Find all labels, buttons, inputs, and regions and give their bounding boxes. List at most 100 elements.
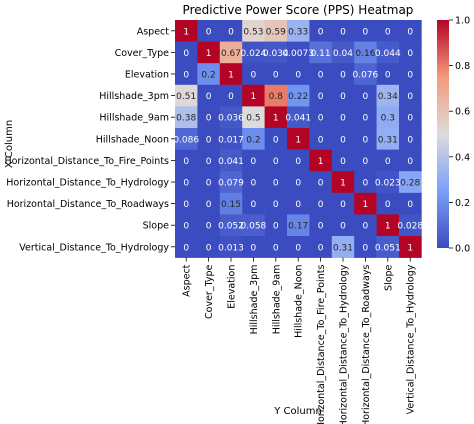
cell-value-label: 0.079 [218,179,244,189]
heatmap-cell [399,128,422,150]
colorbar-tick-label: 0.0 [455,244,470,255]
heatmap-cell [242,171,265,194]
cell-value-label: 0 [183,200,189,210]
heatmap-cell [354,171,377,194]
cell-value-label: 1 [183,27,189,37]
cell-value-label: 0 [363,157,369,167]
cell-value-label: 0.013 [218,243,244,253]
heatmap-cell [399,20,422,42]
heatmap-cell [197,214,221,237]
cell-value-label: 0 [407,92,413,102]
heatmap-cell [331,192,355,215]
cell-value-label: 0.51 [176,92,196,102]
heatmap-cell [309,192,333,215]
heatmap-cell [354,236,377,258]
heatmap-cell [242,192,265,215]
heatmap-cell [376,106,400,129]
heatmap-cell [376,149,400,172]
cell-value-label: 0 [183,71,189,81]
cell-value-label: 0 [228,92,234,102]
cell-value-label: 0 [363,222,369,232]
cell-value-label: 0 [251,179,257,189]
cell-value-label: 0.28 [400,179,420,189]
cell-value-label: 0.04 [333,49,353,59]
heatmap-cell [219,214,243,237]
heatmap-cell [287,106,310,129]
cell-value-label: 0 [318,114,324,124]
cell-value-label: 0.67 [221,49,241,59]
heatmap-cell [309,171,333,194]
cell-value-label: 0.16 [355,49,375,59]
cell-value-label: 0 [206,179,212,189]
cell-value-label: 0 [318,179,324,189]
cell-value-label: 0 [273,135,279,145]
y-tick-label: Vertical_Distance_To_Hydrology [19,242,169,253]
x-tick-label: Slope [383,264,394,291]
cell-value-label: 0 [251,200,257,210]
heatmap-cell [309,149,333,172]
cell-value-label: 0 [407,157,413,167]
heatmap-cell [264,236,288,258]
cell-value-label: 0.0073 [282,49,314,59]
cell-value-label: 0 [340,71,346,81]
heatmap-cell [309,41,333,64]
heatmap-cell [219,106,243,129]
heatmap-cell [197,192,221,215]
heatmap-cell [399,84,422,107]
cell-value-label: 0.38 [176,114,196,124]
x-tick-label: Hillshade_9am [271,265,282,335]
colorbar-tick-label: 0.4 [455,152,470,163]
heatmap-cell [287,192,310,215]
heatmap-cell [331,171,355,194]
x-axis-label: Y Column [273,406,322,417]
y-tick-label: Cover_Type [115,48,170,59]
cell-value-label: 1 [385,222,391,232]
cell-value-label: 0 [206,135,212,145]
heatmap-cell [287,41,310,64]
x-tick-label: Elevation [227,265,238,309]
heatmap-cell [219,41,243,64]
y-tick-label: Horizontal_Distance_To_Fire_Points [4,156,169,167]
heatmap-cell [376,128,400,150]
cell-value-label: 0.041 [218,157,244,167]
heatmap-cell [331,128,355,150]
cell-value-label: 0.017 [218,135,244,145]
cell-value-label: 0.041 [285,114,311,124]
colorbar-tick-label: 0.8 [455,61,470,72]
heatmap-cell [264,106,288,129]
cell-value-label: 0.2 [246,135,260,145]
y-tick-label: Aspect [137,26,170,37]
heatmap-cell [197,63,221,86]
heatmap-cell [287,171,310,194]
heatmap-cell [242,149,265,172]
heatmap-cell [219,171,243,194]
heatmap-cell [309,84,333,107]
cell-value-label: 0.034 [263,49,289,59]
cell-value-label: 0 [251,157,257,167]
cell-value-label: 0.086 [173,135,199,145]
y-tick-label: Hillshade_3pm [99,91,169,102]
cell-value-label: 0.5 [246,114,260,124]
cell-value-label: 0.052 [218,222,244,232]
heatmap-cell [175,214,198,237]
heatmap-cell [264,214,288,237]
cell-value-label: 1 [318,157,324,167]
cell-value-label: 0 [273,179,279,189]
heatmap-cell [354,214,377,237]
heatmap-cell [399,192,422,215]
colorbar [437,20,449,248]
heatmap-cell [219,192,243,215]
cell-value-label: 0 [385,71,391,81]
heatmap-cell [264,41,288,64]
cell-value-label: 0 [206,27,212,37]
heatmap-cell-labels: 1 0 0 0.53 0.59 0.33 0 0 0 0 0 0 1 0.67 0.0240.0340.00… [173,27,423,253]
cell-value-label: 0.058 [241,222,267,232]
y-tick-label: Elevation [125,70,169,81]
heatmap-cell [175,41,198,64]
cell-value-label: 0 [206,157,212,167]
cell-value-label: 0 [295,179,301,189]
cell-value-label: 0.59 [266,27,286,37]
heatmap-cell [242,106,265,129]
heatmap-cell [399,171,422,194]
cell-value-label: 0.3 [381,114,395,124]
